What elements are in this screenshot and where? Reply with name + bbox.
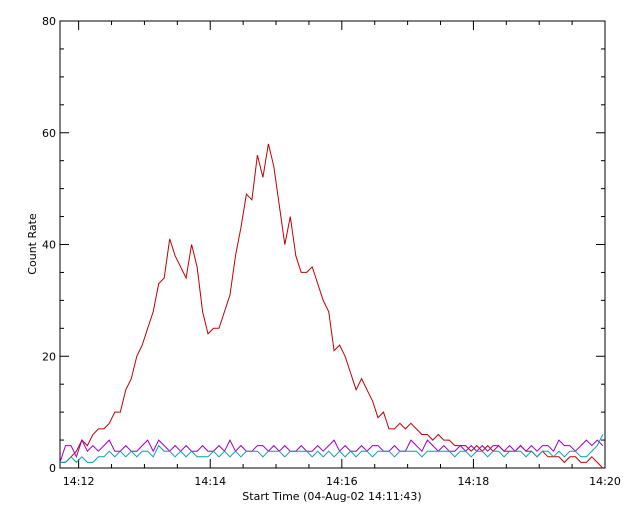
y-axis: 0 20 40 60 80	[42, 15, 605, 475]
y-tick-label: 40	[42, 239, 56, 252]
plot-frame	[59, 20, 606, 469]
y-tick-label: 60	[42, 127, 56, 140]
y-tick-label: 0	[49, 462, 56, 475]
series-layer	[59, 143, 604, 469]
x-tick-label: 14:16	[326, 475, 358, 488]
series-line-cyan	[60, 434, 604, 464]
x-tick-label: 14:20	[589, 475, 621, 488]
y-tick-label: 80	[42, 15, 56, 28]
y-axis-label: Count Rate	[26, 213, 39, 275]
x-tick-label: 14:18	[458, 475, 490, 488]
series-line-purple	[59, 438, 604, 463]
x-axis-label: Start Time (04-Aug-02 14:11:43)	[242, 490, 421, 503]
x-tick-label: 14:14	[194, 475, 226, 488]
series-line-red	[60, 143, 604, 469]
x-tick-label: 14:12	[63, 475, 95, 488]
y-tick-label: 20	[42, 350, 56, 363]
x-axis: 14:12 14:14 14:16 14:18 14:20	[63, 21, 621, 488]
